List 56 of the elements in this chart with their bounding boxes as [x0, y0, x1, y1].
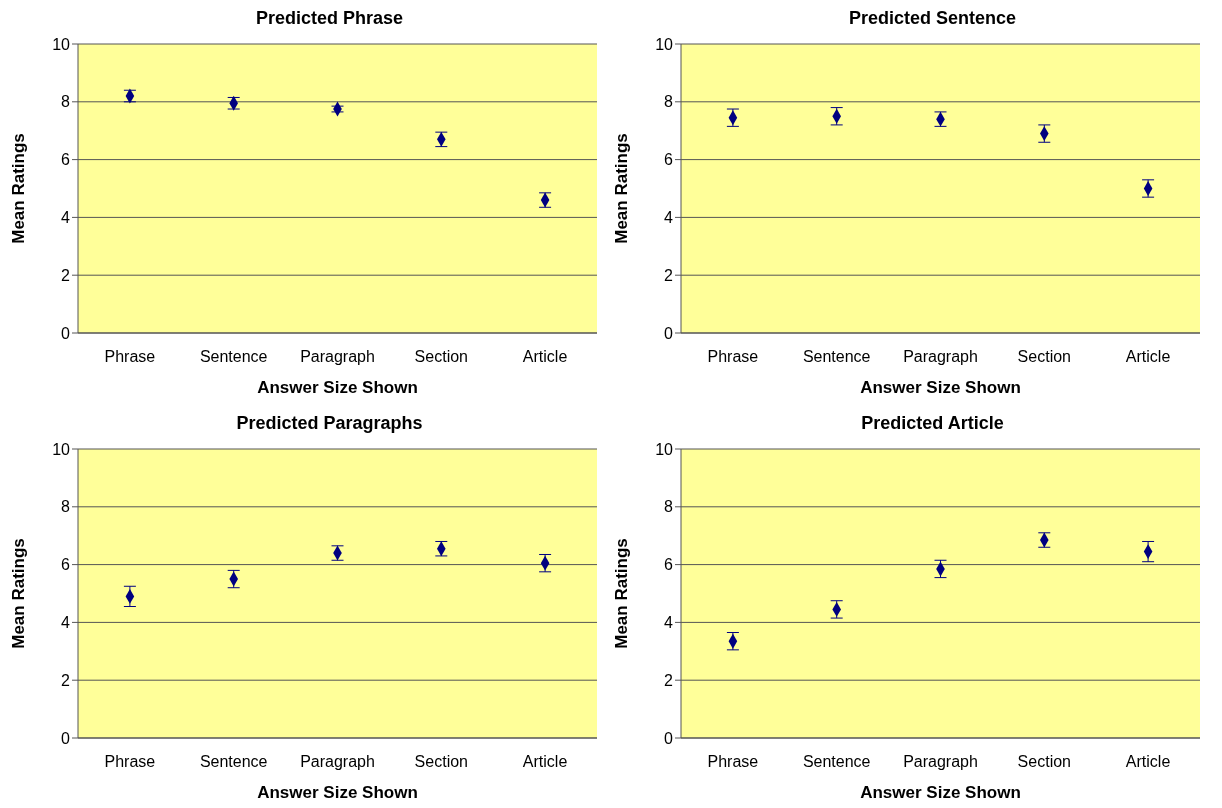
y-tick-label: 2 [664, 266, 674, 284]
y-axis-title: Mean Ratings [612, 538, 632, 649]
x-axis-title: Answer Size Shown [860, 783, 1021, 802]
y-tick-label: 0 [61, 324, 71, 342]
y-tick-label: 6 [664, 556, 674, 574]
y-tick-label: 2 [61, 671, 71, 689]
x-tick-label: Sentence [199, 348, 268, 366]
y-tick-label: 4 [664, 614, 674, 632]
y-axis-title: Mean Ratings [9, 133, 29, 244]
y-tick-label: 10 [655, 440, 674, 458]
y-tick-label: 4 [61, 614, 71, 632]
x-tick-label: Sentence [802, 348, 871, 366]
chart-title: Predicted Paragraphs [235, 413, 424, 435]
x-tick-label: Article [522, 348, 568, 366]
chart-title: Predicted Phrase [254, 8, 405, 30]
y-tick-label: 10 [52, 440, 71, 458]
x-tick-label: Section [1017, 753, 1071, 771]
y-tick-label: 8 [61, 93, 71, 111]
chart-title: Predicted Article [860, 413, 1005, 435]
x-tick-label: Article [1125, 753, 1171, 771]
y-tick-label: 2 [61, 266, 71, 284]
x-tick-label: Phrase [104, 348, 156, 366]
x-tick-label: Paragraph [300, 348, 375, 366]
x-tick-label: Section [1017, 348, 1071, 366]
y-tick-label: 6 [664, 151, 674, 169]
y-tick-label: 6 [61, 556, 71, 574]
y-tick-label: 8 [664, 498, 674, 516]
y-tick-label: 0 [664, 324, 674, 342]
x-tick-label: Sentence [802, 753, 871, 771]
y-tick-label: 0 [664, 729, 674, 747]
x-tick-label: Phrase [707, 753, 759, 771]
y-tick-label: 2 [664, 671, 674, 689]
y-axis-title: Mean Ratings [9, 538, 29, 649]
x-tick-label: Article [522, 753, 568, 771]
x-tick-label: Article [1125, 348, 1171, 366]
y-tick-label: 0 [61, 729, 71, 747]
chart-title: Predicted Sentence [847, 8, 1018, 30]
x-tick-label: Paragraph [903, 753, 978, 771]
x-tick-label: Phrase [104, 753, 156, 771]
x-tick-label: Section [414, 348, 468, 366]
x-tick-label: Phrase [707, 348, 759, 366]
y-axis-title: Mean Ratings [612, 133, 632, 244]
y-tick-label: 4 [664, 209, 674, 227]
y-tick-label: 8 [664, 93, 674, 111]
x-axis-title: Answer Size Shown [257, 378, 418, 397]
x-tick-label: Sentence [199, 753, 268, 771]
x-tick-label: Paragraph [903, 348, 978, 366]
x-axis-title: Answer Size Shown [860, 378, 1021, 397]
y-tick-label: 10 [655, 35, 674, 53]
y-tick-label: 6 [61, 151, 71, 169]
x-tick-label: Paragraph [300, 753, 375, 771]
x-tick-label: Section [414, 753, 468, 771]
x-axis-title: Answer Size Shown [257, 783, 418, 802]
y-tick-label: 10 [52, 35, 71, 53]
y-tick-label: 4 [61, 209, 71, 227]
y-tick-label: 8 [61, 498, 71, 516]
